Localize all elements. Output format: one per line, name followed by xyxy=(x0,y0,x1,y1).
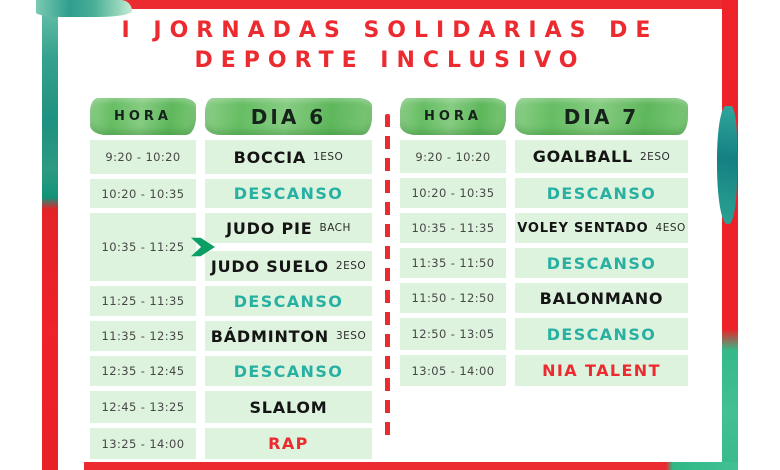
activity-cell: NIA TALENT xyxy=(515,355,688,386)
activity-cell: BOCCIA 1ESO xyxy=(205,140,372,174)
hora-header: HORA xyxy=(400,98,506,135)
day-column: DIA 6 BOCCIA 1ESO DESCANSO JUDO PIE BACH JUDO … xyxy=(205,98,372,464)
activity-label: NIA TALENT xyxy=(542,361,661,380)
class-group-label: 4ESO xyxy=(655,222,686,234)
time-cell: 9:20 - 10:20 xyxy=(400,140,506,173)
activity-label: JUDO SUELO xyxy=(210,256,329,276)
class-group-label: 1ESO xyxy=(313,151,344,163)
time-cell: 13:05 - 14:00 xyxy=(400,355,506,386)
activity-cell: GOALBALL 2ESO xyxy=(515,140,688,173)
activity-cell: DESCANSO xyxy=(205,286,372,316)
time-cell: 12:35 - 12:45 xyxy=(90,356,196,386)
time-cell: 10:35 - 11:35 xyxy=(400,213,506,243)
bottom-border-bar xyxy=(84,462,738,470)
left-border-watercolor xyxy=(42,0,58,470)
activity-cell: BÁDMINTON 3ESO xyxy=(205,321,372,351)
activity-cell: DESCANSO xyxy=(205,356,372,386)
activity-label: DESCANSO xyxy=(546,324,657,344)
activity-label: SLALOM xyxy=(249,397,328,417)
activity-cell: DESCANSO xyxy=(205,179,372,208)
hora-header: HORA xyxy=(90,98,196,135)
day-header: DIA 7 xyxy=(515,98,688,135)
time-cell: 11:35 - 12:35 xyxy=(90,321,196,351)
activity-label: DESCANSO xyxy=(233,361,344,381)
class-group-label: BACH xyxy=(319,222,351,234)
activity-label: VOLEY SENTADO xyxy=(517,220,649,236)
schedule-table-dia7: HORA 9:20 - 10:20 10:20 - 10:35 10:35 - 11:… xyxy=(400,98,688,391)
activity-label: DESCANSO xyxy=(546,183,657,203)
right-teal-watercolor-blob xyxy=(717,106,737,224)
activity-label: DESCANSO xyxy=(233,291,344,311)
activity-cell: JUDO PIE BACH xyxy=(205,213,372,243)
time-cell: 11:35 - 11:50 xyxy=(400,248,506,278)
hora-column: HORA 9:20 - 10:20 10:20 - 10:35 10:35 - 11:… xyxy=(400,98,506,391)
activity-cell: RAP xyxy=(205,428,372,459)
day-column: DIA 7 GOALBALL 2ESO DESCANSO VOLEY SENTADO 4E… xyxy=(515,98,688,391)
hora-column: HORA 9:20 - 10:20 10:20 - 10:35 10:35 - 11:… xyxy=(90,98,196,464)
activity-label: BALONMANO xyxy=(539,288,664,308)
title-line-2: DEPORTE INCLUSIVO xyxy=(194,48,586,73)
activity-cell: JUDO SUELO 2ESO xyxy=(205,251,372,281)
time-cell: 13:25 - 14:00 xyxy=(90,428,196,459)
activity-cell: BALONMANO xyxy=(515,283,688,313)
class-group-label: 3ESO xyxy=(335,330,367,342)
activity-label: BÁDMINTON xyxy=(210,326,329,346)
activity-label: RAP xyxy=(268,434,309,453)
time-cell: 12:50 - 13:05 xyxy=(400,318,506,350)
stacked-activity-cells: JUDO PIE BACH JUDO SUELO 2ESO xyxy=(205,213,372,281)
activity-cell: DESCANSO xyxy=(515,318,688,350)
top-border-bar xyxy=(118,0,738,9)
time-cell: 10:20 - 10:35 xyxy=(90,179,196,208)
class-group-label: 2ESO xyxy=(640,150,671,163)
activity-label: GOALBALL xyxy=(532,147,633,166)
activity-cell: DESCANSO xyxy=(515,178,688,208)
activity-label: JUDO PIE xyxy=(226,218,313,238)
poster-title: I JORNADAS SOLIDARIAS DE DEPORTE INCLUSI… xyxy=(60,16,720,76)
time-cell: 11:25 - 11:35 xyxy=(90,286,196,316)
activity-cell: VOLEY SENTADO 4ESO xyxy=(515,213,688,243)
time-cell: 12:45 - 13:25 xyxy=(90,391,196,423)
activity-cell: DESCANSO xyxy=(515,248,688,278)
time-cell: 11:50 - 12:50 xyxy=(400,283,506,313)
time-cell: 10:35 - 11:25 xyxy=(90,213,196,281)
activity-label: DESCANSO xyxy=(233,184,344,203)
top-left-watercolor-blob xyxy=(36,0,132,17)
time-cell: 9:20 - 10:20 xyxy=(90,140,196,174)
activity-label: DESCANSO xyxy=(546,253,657,273)
day-header: DIA 6 xyxy=(205,98,372,135)
activity-label: BOCCIA xyxy=(233,147,307,167)
center-dashed-divider xyxy=(385,114,390,440)
schedule-table-dia6: HORA 9:20 - 10:20 10:20 - 10:35 10:35 - 11:… xyxy=(90,98,372,464)
title-line-1: I JORNADAS SOLIDARIAS DE xyxy=(121,18,659,43)
class-group-label: 2ESO xyxy=(335,260,367,272)
right-border-watercolor xyxy=(722,0,738,470)
time-cell: 10:20 - 10:35 xyxy=(400,178,506,208)
activity-cell: SLALOM xyxy=(205,391,372,423)
